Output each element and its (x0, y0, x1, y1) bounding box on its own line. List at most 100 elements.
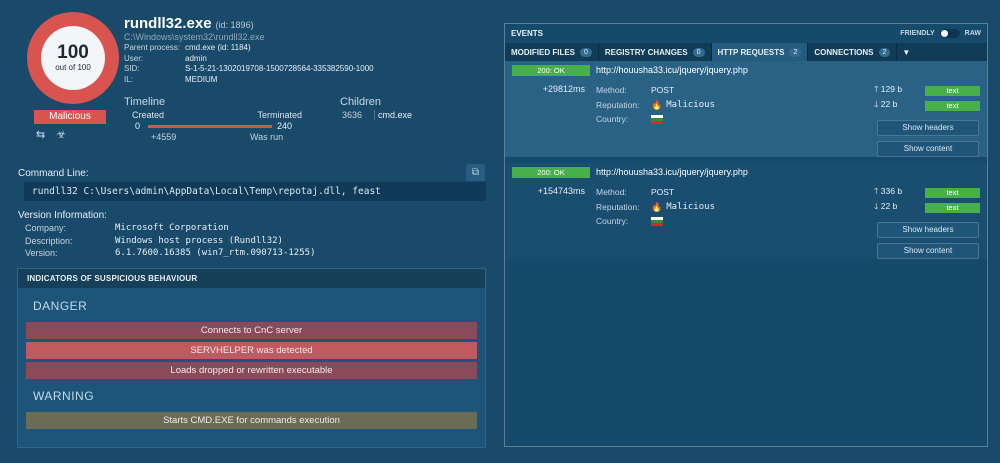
process-name: rundll32.exe (124, 15, 212, 32)
toggle-friendly-label: FRIENDLY (900, 30, 935, 37)
tab-http-requests[interactable]: HTTP REQUESTS 2 (711, 43, 809, 61)
detail-row: Method: POST (596, 83, 715, 98)
received-size: 🡓 22 b (874, 199, 902, 214)
version-key: Company: (25, 223, 67, 233)
timeline-terminated-label: Terminated (257, 110, 302, 120)
timeline-end: 240 (277, 121, 293, 131)
danger-section-title: DANGER (33, 299, 88, 313)
version-key: Version: (25, 248, 58, 258)
timeline-status: Was run (250, 132, 284, 142)
copy-icon[interactable]: ⧉ (466, 164, 485, 181)
warning-indicator[interactable]: Starts CMD.EXE for commands execution (26, 412, 477, 429)
reputation-value: Malicious (666, 99, 715, 110)
detail-row: Country: (596, 214, 715, 229)
toggle-raw-label: RAW (964, 30, 981, 37)
process-id: (id: 1896) (215, 20, 254, 30)
tab-modified-files[interactable]: MODIFIED FILES 0 (505, 43, 599, 61)
request-text-button[interactable]: text (925, 86, 980, 96)
process-path: C:\Windows\system32\rundll32.exe (124, 32, 265, 42)
indicators-title: INDICATORS OF SUSPICIOUS BEHAVIOUR (18, 269, 485, 288)
show-headers-button[interactable]: Show headers (877, 222, 979, 238)
upload-arrow-icon: 🡑 (874, 84, 879, 94)
child-process[interactable]: 3636 cmd.exe (342, 110, 412, 120)
sent-size: 🡑 336 b (874, 184, 902, 199)
detail-row: Method: POST (596, 185, 715, 200)
detail-row: Reputation: 🔥 Malicious (596, 200, 715, 215)
request-text-button[interactable]: text (925, 188, 980, 198)
detail-label: Parent process: (124, 43, 181, 52)
request-time-offset: +29812ms (542, 84, 585, 94)
chevron-down-icon[interactable]: ▼ (902, 47, 911, 57)
tab-count: 0 (692, 47, 705, 57)
tab-label: CONNECTIONS (814, 47, 874, 57)
detail-value: admin (185, 53, 207, 63)
country-flag-icon (651, 114, 663, 124)
danger-indicator[interactable]: Connects to CnC server (26, 322, 477, 339)
timeline-offset: +4559 (151, 132, 177, 142)
response-text-button[interactable]: text (925, 203, 980, 213)
command-line-value: rundll32 C:\Users\admin\AppData\Local\Te… (24, 182, 486, 201)
detail-label: IL: (124, 74, 133, 84)
tab-count: 2 (789, 47, 802, 57)
score-value: 100 (57, 42, 89, 63)
transfer-sizes: 🡑 336 b 🡓 22 b (874, 184, 902, 213)
show-content-button[interactable]: Show content (877, 243, 979, 259)
detail-row: Parent process: cmd.exe (id: 1184) (124, 43, 374, 54)
flame-icon: 🔥 (651, 201, 663, 212)
tab-label: REGISTRY CHANGES (604, 47, 688, 57)
threat-score: 100 out of 100 (41, 26, 105, 90)
events-header: EVENTS FRIENDLY RAW (505, 24, 987, 43)
http-request-row[interactable]: 200: OK +29812ms http://houusha33.icu/jq… (505, 61, 987, 157)
tab-count: 0 (580, 47, 592, 57)
danger-indicator[interactable]: SERVHELPER was detected (26, 342, 477, 359)
country-flag-icon (651, 216, 663, 226)
method-label: Method: (596, 85, 627, 95)
response-text-button[interactable]: text (925, 101, 980, 111)
status-badge: 200: OK (512, 167, 590, 178)
timeline-labels: Created Terminated (132, 110, 302, 120)
reputation-label: Reputation: (596, 99, 640, 110)
warning-section-title: WARNING (33, 389, 95, 403)
process-flags-icons: ⇆ ☣ (36, 129, 71, 141)
tab-registry-changes[interactable]: REGISTRY CHANGES 0 (599, 43, 712, 61)
tab-connections[interactable]: CONNECTIONS 2 (808, 43, 898, 61)
events-title: EVENTS (511, 29, 544, 38)
method-value: POST (651, 85, 675, 95)
download-arrow-icon: 🡓 (874, 98, 879, 109)
view-mode-toggle[interactable] (939, 29, 960, 38)
http-request-row[interactable]: 200: OK +154743ms http://houusha33.icu/j… (505, 163, 987, 259)
received-size: 🡓 22 b (874, 97, 902, 112)
process-title: rundll32.exe (id: 1896) (124, 15, 254, 32)
detail-label: SID: (124, 64, 140, 73)
country-label: Country: (596, 216, 629, 226)
command-line-label: Command Line: (18, 168, 89, 179)
transfer-sizes: 🡑 129 b 🡓 22 b (874, 82, 902, 111)
show-content-button[interactable]: Show content (877, 141, 979, 157)
sent-size: 🡑 129 b (874, 82, 902, 97)
request-url: http://houusha33.icu/jquery/jquery.php (596, 65, 748, 75)
version-info: Company: Microsoft Corporation Descriptio… (25, 222, 315, 260)
threat-score-ring: 100 out of 100 (27, 12, 119, 104)
detail-row: Country: (596, 112, 715, 127)
events-tabs: MODIFIED FILES 0 REGISTRY CHANGES 0 HTTP R… (505, 43, 987, 61)
version-value: 6.1.7600.16385 (win7_rtm.090713-1255) (115, 248, 316, 258)
indicators-panel: INDICATORS OF SUSPICIOUS BEHAVIOUR DANGE… (17, 268, 486, 448)
reputation-value: Malicious (666, 201, 715, 212)
show-headers-button[interactable]: Show headers (877, 120, 979, 136)
request-details: Method: POST Reputation: 🔥 Malicious Countr… (596, 185, 715, 229)
danger-indicator[interactable]: Loads dropped or rewritten executable (26, 362, 477, 379)
version-key: Description: (25, 235, 73, 246)
version-value: Microsoft Corporation (115, 223, 229, 233)
tab-label: MODIFIED FILES (511, 47, 575, 57)
sent-bytes: 336 b (880, 186, 903, 196)
reputation-label: Reputation: (596, 201, 640, 212)
timeline-created-label: Created (132, 110, 165, 120)
country-label: Country: (596, 114, 629, 124)
version-row: Company: Microsoft Corporation (25, 222, 315, 235)
method-label: Method: (596, 187, 627, 197)
received-bytes: 22 b (880, 98, 898, 109)
detail-value: cmd.exe (id: 1184) (185, 43, 251, 52)
events-panel: EVENTS FRIENDLY RAW MODIFIED FILES 0 REGI… (504, 23, 988, 447)
tab-count: 2 (878, 47, 891, 57)
detail-value: MEDIUM (185, 74, 218, 84)
